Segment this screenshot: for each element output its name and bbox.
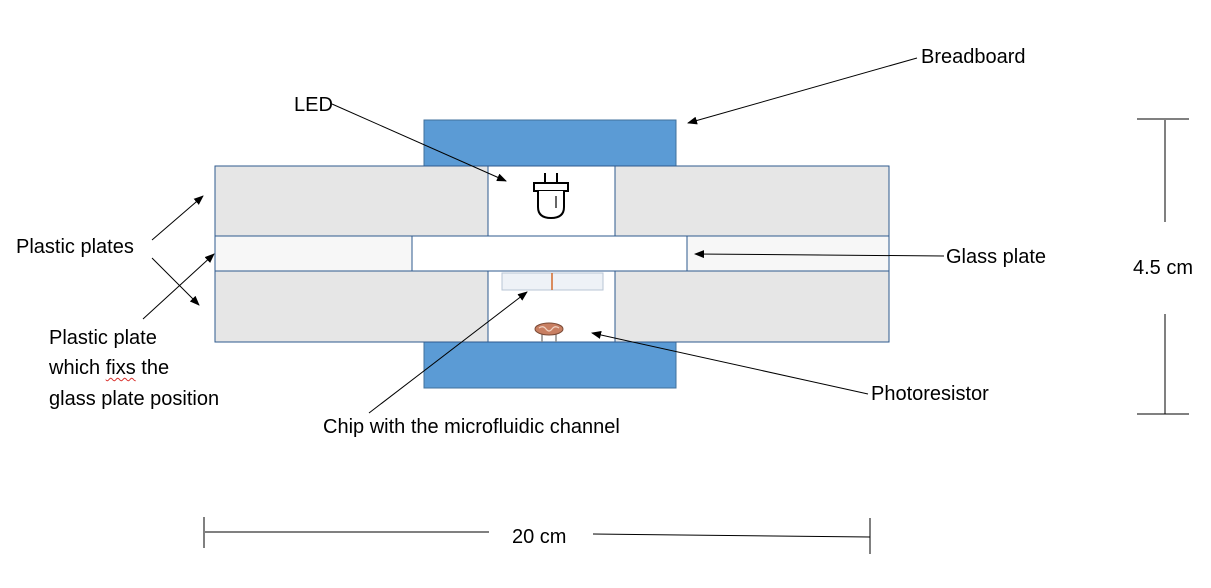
glass-plate-label: Glass plate (946, 246, 1047, 268)
lower-plastic-plate-left (214, 270, 489, 343)
led-label: LED (294, 94, 333, 116)
width-dimension (203, 517, 871, 554)
misspelled-word: fixs (105, 357, 136, 379)
fixing-plate-arrow (142, 253, 215, 320)
led-arrow (331, 103, 507, 182)
upper-plastic-plate-left (214, 165, 489, 237)
glass-plate-arrow (694, 250, 945, 259)
photoresistor-icon (534, 322, 564, 342)
breadboard-top (423, 119, 677, 167)
height-dimension (1137, 118, 1189, 415)
plastic-plates-arrow-lower (151, 257, 200, 306)
fixing-plate-label-line2-pre: which (49, 357, 106, 379)
fixing-plate-label-line1: Plastic plate (49, 327, 157, 349)
fixing-plate-label-line2: which fixs the (49, 353, 169, 383)
breadboard-bottom (423, 340, 677, 389)
fixing-plate-label-line2-post: the (135, 357, 170, 379)
width-dimension-label: 20 cm (512, 526, 567, 548)
height-dimension-label: 4.5 cm (1133, 257, 1194, 279)
plastic-plates-label: Plastic plates (16, 236, 134, 258)
glass-plate (411, 235, 688, 272)
upper-plastic-plate-right (614, 165, 890, 237)
photoresistor-label: Photoresistor (871, 383, 989, 405)
chip-arrow (368, 291, 528, 414)
chip-label: Chip with the microfluidic channel (323, 416, 620, 438)
fixing-plate-label-line3: glass plate position (49, 388, 220, 410)
breadboard-arrow (687, 57, 918, 125)
plastic-plates-arrow-upper (151, 195, 204, 241)
lower-plastic-plate-right (614, 270, 890, 343)
breadboard-label: Breadboard (921, 46, 1026, 68)
photoresistor-arrow (591, 331, 869, 395)
led-icon (533, 173, 569, 220)
